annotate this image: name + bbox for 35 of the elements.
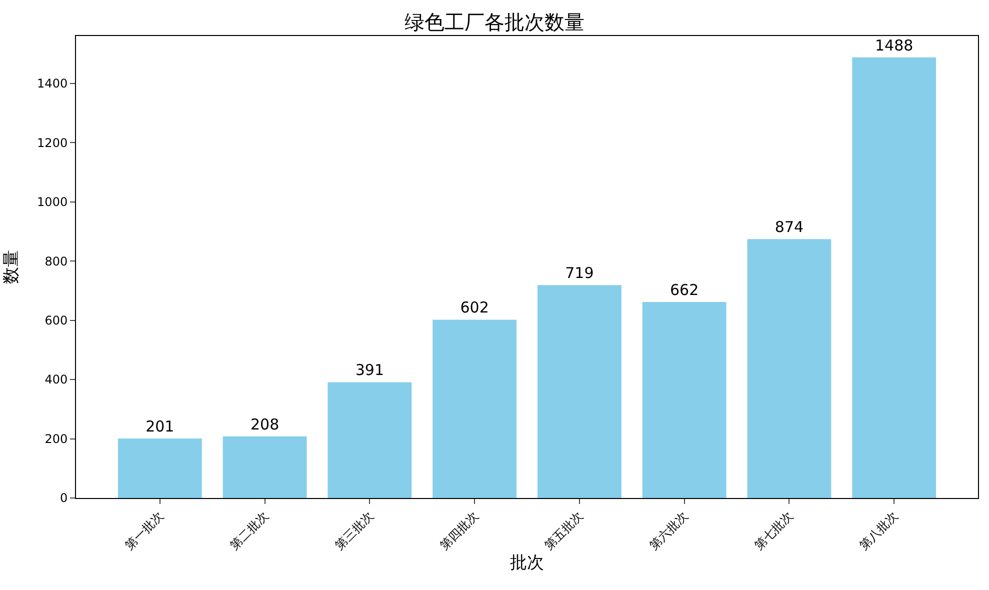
x-axis-title: 批次 (510, 553, 544, 574)
x-tick-label: 第五批次 (542, 508, 586, 553)
y-tick-label: 200 (44, 432, 68, 446)
bar (328, 382, 412, 498)
x-tick-label: 第一批次 (122, 508, 166, 553)
x-tick-label: 第七批次 (752, 508, 796, 553)
data-label: 208 (250, 415, 280, 434)
bar (747, 239, 832, 498)
bar (118, 438, 202, 498)
x-tick-label: 第四批次 (437, 508, 481, 553)
data-label: 391 (355, 361, 384, 380)
data-label: 719 (565, 264, 594, 282)
y-tick-label: 1400 (37, 76, 68, 91)
data-label: 662 (670, 280, 699, 299)
bar (222, 436, 307, 498)
data-label: 602 (460, 298, 489, 317)
bar (642, 302, 726, 498)
x-tick-label: 第二批次 (227, 508, 272, 553)
y-tick-label: 600 (44, 314, 68, 328)
data-label: 1488 (875, 36, 914, 54)
data-label: 201 (146, 417, 174, 436)
y-tick-label: 800 (44, 254, 68, 268)
bar (852, 57, 936, 498)
y-tick-label: 400 (44, 372, 68, 387)
y-axis-title: 数量 (2, 250, 22, 284)
y-tick-label: 0 (60, 491, 68, 506)
y-tick-label: 1000 (37, 195, 68, 210)
bar (537, 285, 622, 498)
data-label: 874 (774, 218, 804, 236)
x-tick-label: 第六批次 (646, 508, 691, 553)
x-tick-label: 第三批次 (332, 508, 376, 553)
chart-title: 绿色工厂各批次数量 (404, 10, 584, 34)
x-tick-label: 第八批次 (856, 508, 900, 553)
y-tick-label: 1200 (37, 136, 68, 150)
bar (432, 320, 517, 498)
